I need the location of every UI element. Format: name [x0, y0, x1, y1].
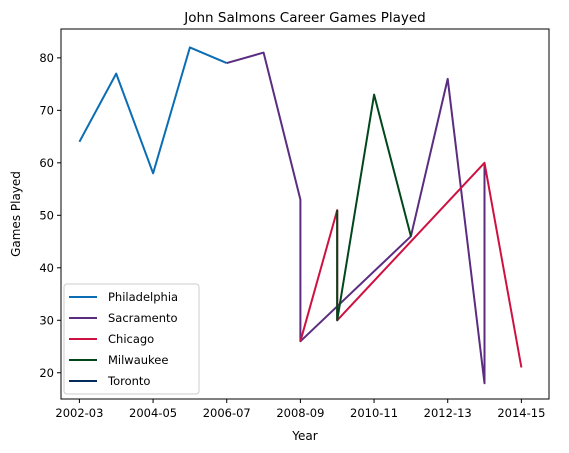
legend-label-milwaukee: Milwaukee [108, 353, 168, 367]
x-tick-label: 2008-09 [276, 406, 324, 420]
x-tick-label: 2010-11 [350, 406, 398, 420]
y-tick-label: 50 [39, 208, 54, 222]
x-tick-label: 2014-15 [497, 406, 545, 420]
y-tick-label: 70 [39, 103, 54, 117]
legend-label-toronto: Toronto [107, 374, 150, 388]
plot-frame [60, 28, 550, 400]
series-line-sacramento [226, 51, 486, 385]
y-tick-label: 80 [39, 51, 54, 65]
legend: Philadelphia Sacramento Chicago Milwaukee To… [63, 283, 200, 395]
y-tick-label: 40 [39, 261, 54, 275]
y-tick-label: 30 [39, 313, 54, 327]
series-line-milwaukee [336, 93, 412, 322]
x-tick-label: 2004-05 [129, 406, 177, 420]
series-line-philadelphia [78, 46, 228, 175]
chart-title: John Salmons Career Games Played [183, 10, 425, 26]
series-line-chicago [299, 161, 523, 368]
y-axis: 20 30 40 50 60 70 80 [39, 51, 61, 380]
y-tick-label: 20 [39, 366, 54, 380]
y-axis-label: Games Played [9, 171, 23, 257]
legend-label-chicago: Chicago [108, 332, 154, 346]
legend-label-philadelphia: Philadelphia [108, 290, 178, 304]
x-axis-label: Year [291, 429, 317, 443]
legend-box [63, 283, 200, 395]
series-layer [78, 46, 523, 385]
x-tick-label: 2012-13 [424, 406, 472, 420]
x-axis: 2002-03 2004-05 2006-07 2008-09 2010-11 2012-… [55, 399, 545, 420]
y-tick-label: 60 [39, 156, 54, 170]
x-tick-label: 2006-07 [203, 406, 251, 420]
legend-items: Philadelphia Sacramento Chicago Milwaukee To… [69, 290, 178, 388]
legend-label-sacramento: Sacramento [108, 311, 178, 325]
x-tick-label: 2002-03 [55, 406, 103, 420]
